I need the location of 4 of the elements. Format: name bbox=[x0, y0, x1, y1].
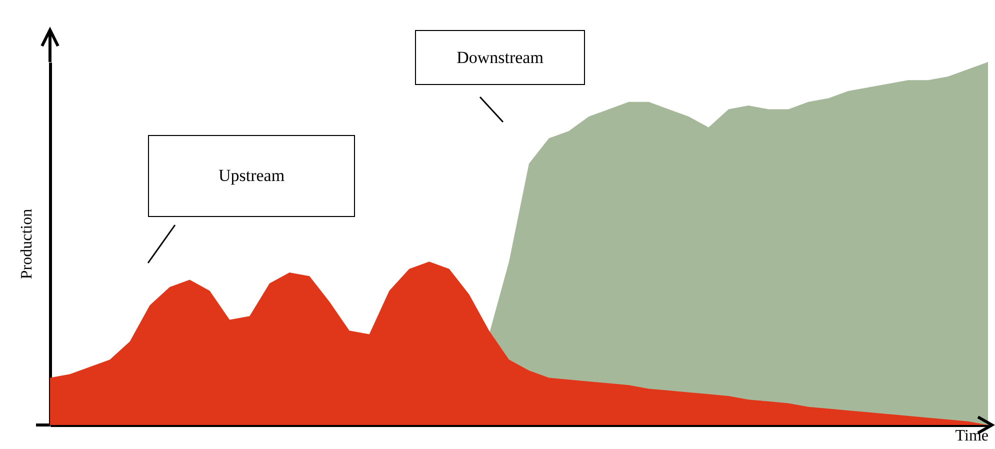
callout-box: Downstream bbox=[415, 30, 585, 85]
callout-box: Upstream bbox=[148, 135, 355, 217]
x-axis-title: Time bbox=[955, 428, 988, 444]
y-axis-title: Production bbox=[18, 208, 36, 280]
